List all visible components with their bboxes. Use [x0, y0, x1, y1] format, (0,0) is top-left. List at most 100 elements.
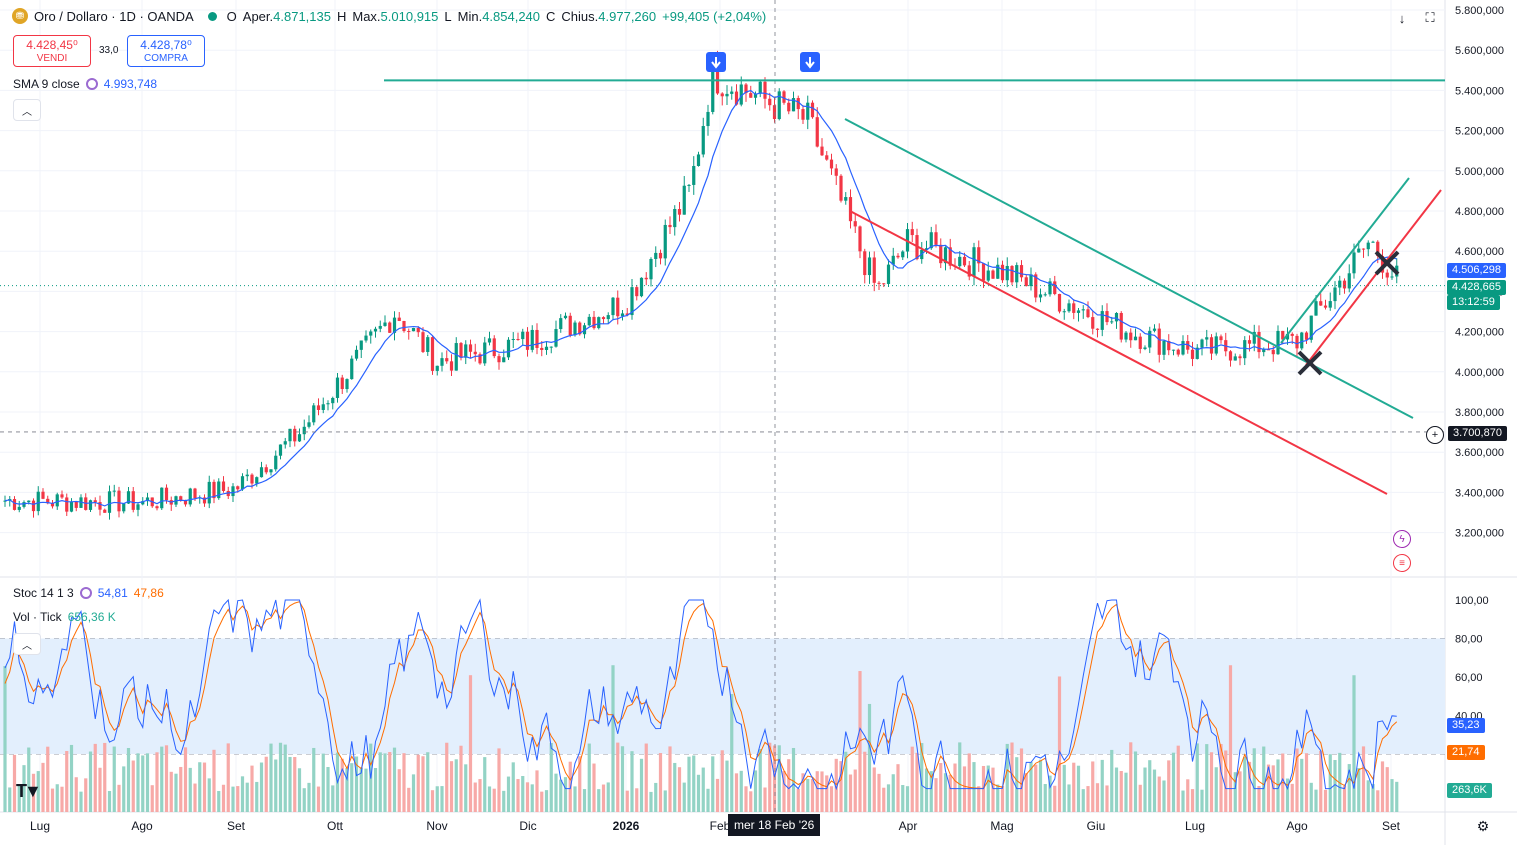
symbol-title[interactable]: Oro / Dollaro · 1D · OANDA: [34, 8, 194, 24]
candle-body: [1086, 309, 1090, 318]
volume-bar: [3, 666, 7, 812]
lightning-icon[interactable]: ϟ: [1393, 530, 1411, 548]
volume-bar: [777, 745, 781, 812]
candle-body: [416, 327, 420, 333]
candle-body: [1347, 273, 1351, 289]
buy-label: COMPRA: [144, 53, 188, 64]
volume-bar: [525, 782, 530, 812]
price-tick-label: 3.400,000: [1455, 487, 1504, 499]
buy-button[interactable]: 4.428,78⁰ COMPRA: [127, 35, 205, 67]
volume-bar: [459, 745, 463, 812]
close-label: C: [546, 8, 556, 24]
volume-bar: [1152, 769, 1157, 812]
candle-body: [1076, 310, 1081, 313]
candle-body: [668, 224, 672, 228]
volume-bar: [587, 743, 591, 812]
candle-body: [468, 344, 473, 352]
time-tick-label: Set: [227, 819, 246, 833]
candle-body: [972, 247, 976, 277]
volume-bar: [164, 745, 169, 812]
candle-body: [27, 500, 31, 503]
sma-legend[interactable]: SMA 9 close 4.993,748: [13, 77, 157, 91]
candle-body: [967, 265, 971, 277]
chevron-up-icon[interactable]: ︿: [13, 633, 41, 655]
last-price-tag: 4.428,665: [1447, 280, 1506, 295]
fullscreen-icon[interactable]: ⛶: [1425, 10, 1435, 25]
volume-value: 656,36 K: [67, 610, 116, 624]
candle-body: [430, 337, 435, 371]
candle-body: [1290, 333, 1294, 336]
candle-body: [1219, 336, 1223, 341]
candle-body: [454, 343, 458, 371]
candle-body: [369, 331, 373, 336]
volume-bar: [1043, 784, 1047, 812]
volume-bar: [27, 747, 31, 812]
volume-bar: [535, 770, 539, 812]
candle-body: [1010, 265, 1014, 283]
candle-body: [1281, 330, 1285, 340]
candle-body: [1333, 287, 1337, 302]
candle-body: [307, 422, 311, 427]
sma-value: 4.993,748: [103, 77, 158, 91]
candle-body: [255, 477, 259, 484]
candle-body: [226, 490, 230, 497]
candle-body: [1152, 328, 1157, 331]
us-flag-icon[interactable]: ≡: [1393, 554, 1411, 572]
candle-body: [407, 331, 411, 333]
candle-body: [696, 154, 701, 166]
volume-bar: [245, 782, 249, 812]
candle-body: [383, 322, 387, 326]
candle-body: [340, 377, 344, 390]
price-tick-label: 5.600,000: [1455, 45, 1504, 57]
sell-button[interactable]: 4.428,45⁰ VENDI: [13, 35, 91, 67]
volume-bar: [464, 764, 468, 812]
candle-body: [478, 354, 482, 364]
stoch-legend[interactable]: Stoc 14 1 3 54,81 47,86: [13, 586, 164, 600]
volume-bar: [753, 770, 758, 812]
candle-body: [288, 428, 292, 442]
plus-circle-icon[interactable]: +: [1426, 426, 1444, 444]
candle-body: [1043, 294, 1047, 296]
volume-bar: [948, 774, 952, 812]
chevron-up-icon[interactable]: ︿: [13, 99, 41, 121]
volume-bar: [1195, 743, 1199, 812]
x-marker: [1374, 250, 1400, 276]
candle-body: [269, 469, 273, 473]
candle-body: [506, 339, 511, 358]
volume-bar: [60, 786, 64, 812]
volume-bar: [554, 773, 558, 812]
volume-bar: [1190, 789, 1195, 812]
volume-bar: [207, 778, 211, 812]
volume-bar: [739, 770, 743, 812]
candle-body: [426, 337, 430, 352]
candle-body: [1214, 336, 1218, 354]
time-tick-label: Ago: [131, 819, 153, 833]
down-arrow-icon[interactable]: ↓: [1398, 10, 1406, 26]
tradingview-logo-icon[interactable]: T▼: [16, 781, 42, 801]
candle-body: [882, 283, 886, 285]
volume-bar: [1371, 784, 1375, 812]
candle-body: [112, 490, 116, 492]
volume-bar: [848, 774, 853, 812]
volume-bar: [8, 787, 12, 812]
volume-bar: [217, 791, 221, 812]
candle-body: [1319, 301, 1323, 306]
candle-body: [65, 497, 69, 512]
volume-bar: [863, 751, 867, 812]
settings-gear-icon[interactable]: ⚙: [1476, 817, 1490, 834]
volume-bar: [411, 774, 416, 812]
candle-body: [1000, 264, 1005, 281]
volume-bar: [364, 768, 368, 812]
volume-bar: [1290, 783, 1294, 812]
time-tick-label: Apr: [899, 819, 918, 833]
volume-bar: [492, 788, 496, 812]
candle-body: [312, 405, 316, 423]
volume-legend[interactable]: Vol · Tick 656,36 K: [13, 610, 116, 624]
volume-bar: [473, 782, 477, 812]
candle-body: [601, 317, 606, 320]
volume-bar: [145, 753, 150, 812]
volume-bar: [1390, 779, 1394, 812]
candle-body: [578, 322, 582, 335]
candle-body: [136, 504, 140, 510]
